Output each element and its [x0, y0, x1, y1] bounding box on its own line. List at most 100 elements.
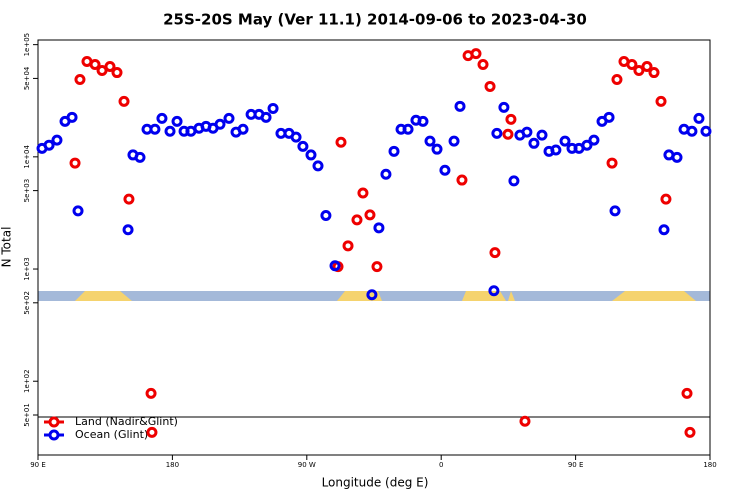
point: [686, 125, 698, 137]
point: [388, 145, 400, 157]
x-axis-label: Longitude (deg E): [322, 476, 429, 490]
y-tick-label: 1e+05: [23, 33, 31, 57]
point: [477, 59, 489, 71]
y-tick-label: 1e+03: [23, 257, 31, 281]
legend-marker: [48, 416, 60, 428]
point: [693, 112, 705, 124]
point: [431, 143, 443, 155]
point: [74, 74, 86, 86]
x-tick-label: 90 E: [568, 461, 584, 469]
point: [521, 126, 533, 138]
point: [424, 135, 436, 147]
y-tick-label: 5e+04: [23, 66, 31, 90]
point: [164, 125, 176, 137]
y-tick-label: 5e+03: [23, 179, 31, 203]
point: [171, 115, 183, 127]
point: [609, 205, 621, 217]
point: [502, 128, 514, 140]
y-tick-label: 1e+02: [23, 369, 31, 393]
point: [508, 175, 520, 187]
point: [684, 426, 696, 438]
point: [606, 157, 618, 169]
point: [658, 224, 670, 236]
x-tick-label: 180: [166, 461, 179, 469]
point: [312, 160, 324, 172]
point: [528, 137, 540, 149]
point: [611, 74, 623, 86]
point: [329, 260, 341, 272]
point: [660, 193, 672, 205]
point: [648, 67, 660, 79]
point: [439, 164, 451, 176]
point: [536, 129, 548, 141]
point: [505, 113, 517, 125]
point: [364, 209, 376, 221]
plot-frame: [37, 39, 711, 456]
point: [470, 48, 482, 60]
point: [700, 125, 712, 137]
point: [72, 205, 84, 217]
point: [146, 426, 158, 438]
y-tick-label: 5e+01: [23, 403, 31, 427]
point: [145, 387, 157, 399]
point: [417, 115, 429, 127]
point: [335, 136, 347, 148]
legend-label: Land (Nadir&Glint): [75, 415, 178, 428]
point: [484, 80, 496, 92]
x-tick-label: 0: [439, 461, 443, 469]
point: [89, 59, 101, 71]
point: [66, 111, 78, 123]
point: [581, 139, 593, 151]
point: [603, 111, 615, 123]
point: [491, 127, 503, 139]
point: [655, 95, 667, 107]
point: [357, 187, 369, 199]
point: [626, 59, 638, 71]
legend-marker: [48, 429, 60, 441]
point: [267, 102, 279, 114]
point: [380, 168, 392, 180]
legend-label: Ocean (Glint): [75, 428, 148, 441]
point: [104, 61, 116, 73]
point: [550, 144, 562, 156]
point: [366, 289, 378, 301]
point: [260, 111, 272, 123]
x-tick-label: 90 E: [30, 461, 46, 469]
y-tick-label: 1e+04: [23, 145, 31, 169]
point: [671, 151, 683, 163]
point: [51, 134, 63, 146]
point: [454, 100, 466, 112]
y-tick-label: 5e+02: [23, 291, 31, 315]
point: [111, 67, 123, 79]
point: [448, 135, 460, 147]
point: [156, 112, 168, 124]
point: [342, 240, 354, 252]
point: [122, 224, 134, 236]
point: [237, 123, 249, 135]
x-tick-label: 180: [703, 461, 716, 469]
point: [96, 65, 108, 77]
point: [214, 118, 226, 130]
point: [373, 222, 385, 234]
point: [297, 140, 309, 152]
point: [118, 95, 130, 107]
point: [641, 61, 653, 73]
point: [43, 139, 55, 151]
y-axis-label: N Total: [0, 227, 14, 268]
point: [123, 193, 135, 205]
point: [489, 247, 501, 259]
point: [633, 65, 645, 77]
x-tick-label: 90 W: [298, 461, 316, 469]
point: [134, 151, 146, 163]
point: [305, 149, 317, 161]
point: [320, 210, 332, 222]
point: [402, 123, 414, 135]
chart-title: 25S-20S May (Ver 11.1) 2014-09-06 to 202…: [163, 11, 587, 29]
point: [559, 135, 571, 147]
point: [69, 157, 81, 169]
point: [498, 101, 510, 113]
point: [290, 131, 302, 143]
point: [488, 285, 500, 297]
legend-box: [37, 416, 711, 456]
